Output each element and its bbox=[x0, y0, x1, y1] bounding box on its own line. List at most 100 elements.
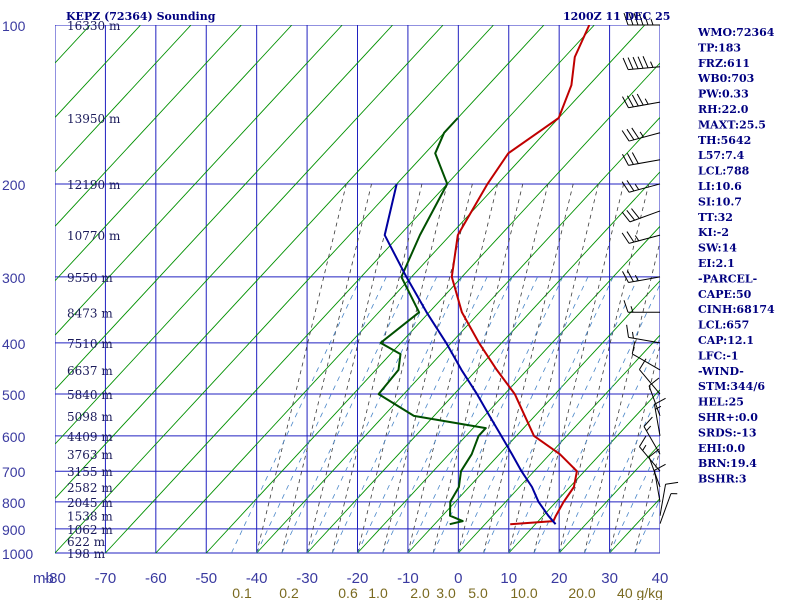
mixing-ratio-line bbox=[281, 276, 412, 554]
temp-tick-label: -40 bbox=[246, 570, 268, 587]
parameter-line: LCL:657 bbox=[698, 319, 749, 332]
temp-tick-label: -10 bbox=[397, 570, 419, 587]
parameter-line: LFC:-1 bbox=[698, 349, 739, 362]
temp-tick-label: 0 bbox=[454, 570, 462, 587]
parameter-line: SI:10.7 bbox=[698, 195, 742, 208]
mixing-ratio-tick-label: 1.0 bbox=[368, 585, 388, 600]
pressure-tick-label: 400 bbox=[2, 336, 26, 352]
wind-barb bbox=[653, 463, 666, 502]
mixing-ratio-tick-label: 0.2 bbox=[279, 585, 299, 600]
parameter-line: LI:10.6 bbox=[698, 180, 742, 193]
pressure-tick-label: 600 bbox=[2, 429, 26, 445]
parameter-line: TH:5642 bbox=[698, 134, 751, 147]
parameter-line: SW:14 bbox=[698, 242, 737, 255]
height-label: 16330 m bbox=[67, 19, 121, 33]
parameter-line: TT:32 bbox=[698, 211, 733, 224]
parameter-line: SHR+:0.0 bbox=[698, 411, 758, 424]
height-label: 8473 m bbox=[67, 306, 113, 320]
dewpoint-curve bbox=[377, 117, 487, 526]
height-label: 7510 m bbox=[67, 337, 113, 351]
temp-tick-label: 20 bbox=[551, 570, 568, 587]
parameter-line: HEL:25 bbox=[698, 396, 744, 409]
wind-barb bbox=[621, 231, 661, 244]
parameter-line: PW:0.33 bbox=[698, 88, 749, 101]
parameter-line: TP:183 bbox=[698, 41, 741, 54]
height-label: 9550 m bbox=[67, 271, 113, 285]
pressure-tick-label: 100 bbox=[2, 18, 26, 34]
wind-barb bbox=[623, 300, 660, 313]
time-label: 1200Z 11 DEC 25 bbox=[563, 10, 670, 23]
mixing-ratio-line bbox=[357, 276, 488, 554]
pressure-tick-label: 700 bbox=[2, 464, 26, 480]
height-label: 622 m bbox=[67, 535, 106, 549]
skewed-isotherm bbox=[55, 25, 494, 500]
mixing-ratio-tick-label: 20.0 bbox=[568, 585, 595, 600]
parameter-line: KI:-2 bbox=[698, 226, 729, 239]
pressure-tick-label: 900 bbox=[2, 522, 26, 538]
skewed-isotherm bbox=[558, 443, 660, 554]
wind-barb bbox=[622, 56, 661, 71]
temp-tick-label: 10 bbox=[500, 570, 517, 587]
wind-barb bbox=[622, 93, 661, 109]
height-label: 1062 m bbox=[67, 523, 113, 537]
parameter-line: LCL:788 bbox=[698, 165, 750, 178]
mixing-ratio-line bbox=[609, 444, 660, 554]
parameter-line: L57:7.4 bbox=[698, 149, 745, 162]
skewed-isotherm bbox=[55, 25, 242, 227]
height-label: 13950 m bbox=[67, 112, 121, 126]
height-label: 6637 m bbox=[67, 364, 113, 378]
pressure-tick-label: 1000 bbox=[2, 546, 33, 562]
temp-tick-label: -50 bbox=[195, 570, 217, 587]
parameter-line: EHI:0.0 bbox=[698, 442, 745, 455]
parameter-line: MAXT:25.5 bbox=[698, 118, 766, 131]
temp-tick-label: -20 bbox=[347, 570, 369, 587]
parameter-line: -PARCEL- bbox=[698, 272, 757, 285]
chart-title: KEPZ (72364) Sounding bbox=[66, 10, 216, 23]
skewed-isotherm bbox=[407, 280, 660, 554]
parcel-curve bbox=[383, 183, 557, 525]
mixing-ratio-line bbox=[483, 276, 614, 554]
wind-barb bbox=[639, 358, 661, 395]
wind-barb bbox=[621, 180, 661, 193]
height-label: 2045 m bbox=[67, 496, 113, 510]
mixing-ratio-line bbox=[407, 276, 538, 554]
mixing-ratio-tick-label: 3.0 bbox=[436, 585, 456, 600]
temp-tick-label: -80 bbox=[44, 570, 66, 587]
mixing-ratio-line bbox=[231, 276, 362, 554]
skewed-isotherm bbox=[357, 225, 660, 554]
parameter-line: CAPE:50 bbox=[698, 288, 752, 301]
wind-barb bbox=[643, 416, 661, 455]
skewed-isotherm bbox=[458, 334, 660, 554]
skewed-isotherm bbox=[256, 116, 660, 554]
temperature-curve bbox=[450, 25, 591, 526]
wind-barb bbox=[621, 127, 661, 142]
height-label: 3763 m bbox=[67, 448, 113, 462]
temp-tick-label: 30 bbox=[601, 570, 618, 587]
height-label: 3155 m bbox=[67, 465, 113, 479]
background-grid bbox=[55, 25, 660, 554]
skewed-isotherm bbox=[55, 25, 545, 554]
height-label: 2582 m bbox=[67, 481, 113, 495]
parameter-line: BSHR:3 bbox=[698, 473, 747, 486]
wind-barb bbox=[626, 324, 661, 344]
skewed-isotherm bbox=[205, 62, 660, 554]
mixing-ratio-line bbox=[584, 390, 660, 554]
height-label: 10770 m bbox=[67, 229, 121, 243]
temp-tick-label: -70 bbox=[95, 570, 117, 587]
parameter-line: BRN:19.4 bbox=[698, 457, 757, 470]
wind-barb bbox=[622, 270, 661, 283]
mixing-ratio-line bbox=[558, 337, 660, 554]
parameter-line: FRZ:611 bbox=[698, 57, 750, 70]
mixing-ratio-line bbox=[533, 283, 660, 554]
height-label: 12190 m bbox=[67, 178, 121, 192]
temp-tick-label: -30 bbox=[296, 570, 318, 587]
wind-barb bbox=[659, 481, 679, 516]
y-axis-unit-label: mb bbox=[33, 570, 54, 587]
pressure-tick-label: 800 bbox=[2, 495, 26, 511]
skewed-isotherm bbox=[55, 25, 141, 119]
mixing-ratio-tick-label: 0.6 bbox=[338, 585, 358, 600]
height-label: 198 m bbox=[67, 547, 106, 561]
parameter-line: WMO:72364 bbox=[697, 26, 775, 39]
mixing-ratio-tick-label: 5.0 bbox=[468, 585, 488, 600]
